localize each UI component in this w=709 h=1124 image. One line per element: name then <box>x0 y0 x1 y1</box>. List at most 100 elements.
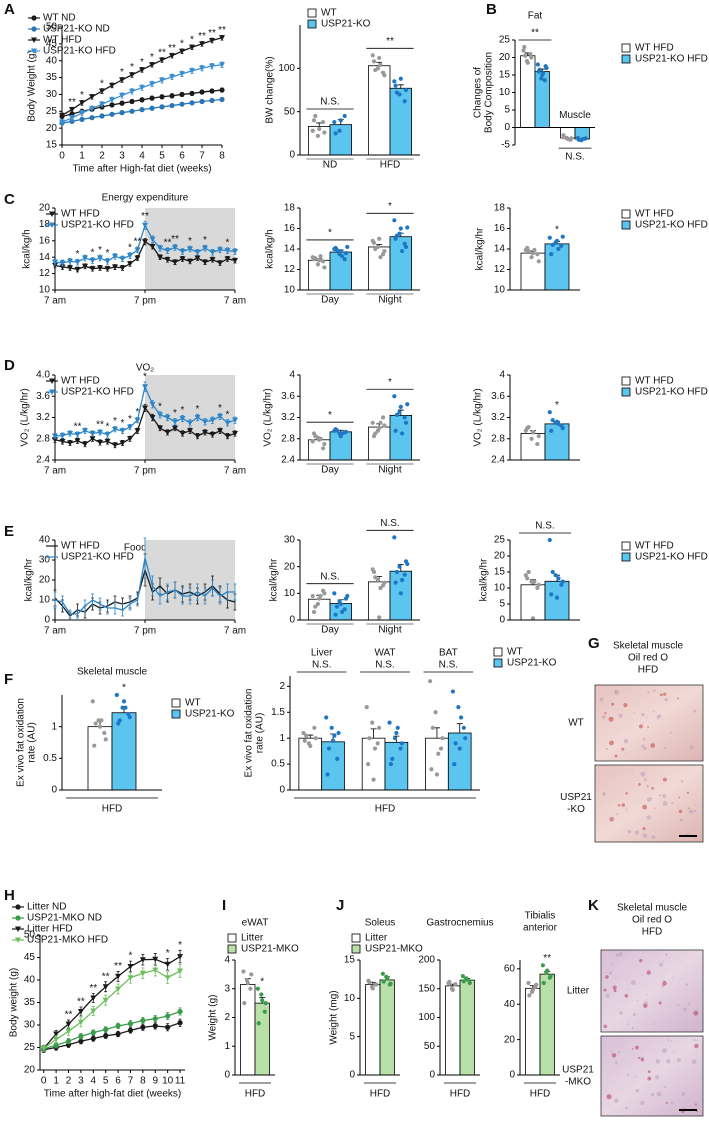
bar <box>459 979 475 1076</box>
point <box>74 267 81 273</box>
y-tick-label: 50 <box>424 1041 436 1052</box>
data-point <box>526 569 531 575</box>
data-point <box>562 135 567 140</box>
texture <box>653 807 656 809</box>
data-point <box>465 977 470 982</box>
point <box>177 954 184 960</box>
texture <box>615 690 617 693</box>
legend-label: USP21-KO <box>321 19 371 30</box>
significance: ** <box>171 234 179 245</box>
point <box>119 440 126 446</box>
data-point <box>523 573 528 578</box>
y-tick-label: 1 <box>51 721 57 732</box>
x-tick-label: 6 <box>115 1076 121 1087</box>
significance: N.S. <box>535 521 554 532</box>
data-point <box>392 79 397 84</box>
x-axis-label: Time after High-fat diet (weeks) <box>72 164 211 175</box>
point <box>112 264 118 271</box>
chart-title: Skeletal muscle <box>77 667 147 678</box>
data-point <box>310 128 315 133</box>
point <box>169 93 175 99</box>
data-point <box>322 591 327 596</box>
significance: N.S. <box>375 660 394 671</box>
x-tick-label: 5 <box>103 1076 109 1087</box>
data-point <box>387 720 392 725</box>
point <box>119 428 126 434</box>
y-tick-label: 35 <box>46 72 58 83</box>
y-tick-label: 1.5 <box>271 707 285 718</box>
point <box>159 57 165 64</box>
y-tick-label: 3.6 <box>281 391 295 402</box>
data-point <box>534 982 539 987</box>
panel-label: K <box>588 897 599 914</box>
point <box>77 1009 84 1015</box>
texture <box>642 804 648 810</box>
point <box>157 254 163 261</box>
night-shade <box>145 540 235 620</box>
error-bar <box>76 609 79 619</box>
significance: * <box>555 224 559 235</box>
significance: N.S. <box>565 152 584 163</box>
data-point <box>398 591 403 596</box>
point <box>103 1033 109 1039</box>
texture <box>663 692 667 696</box>
point <box>164 248 171 254</box>
error-bar <box>143 537 147 579</box>
panel-label: H <box>4 887 15 904</box>
texture <box>646 784 649 788</box>
data-point <box>580 137 585 142</box>
data-point <box>337 128 342 133</box>
point <box>172 425 178 432</box>
data-point <box>382 248 387 254</box>
x-tick-label: 7 <box>199 151 205 162</box>
data-point <box>248 986 253 991</box>
panel-label: J <box>336 897 344 914</box>
data-point <box>245 980 250 986</box>
data-point <box>535 252 540 257</box>
data-point <box>375 577 381 583</box>
y-tick-label: 20 <box>284 561 296 572</box>
y-tick-label: 14 <box>494 244 506 255</box>
data-point <box>320 446 326 451</box>
x-tick-label: 2 <box>99 151 105 162</box>
data-point <box>554 595 560 600</box>
texture <box>650 743 655 748</box>
y-tick-label: 0 <box>504 122 510 133</box>
data-point <box>399 577 405 583</box>
data-point <box>377 55 382 61</box>
data-point <box>380 971 385 976</box>
data-point <box>550 418 555 423</box>
legend-label: WT HFD <box>43 35 82 46</box>
point <box>179 416 186 422</box>
point <box>149 415 156 421</box>
texture <box>657 714 662 719</box>
significance: ** <box>386 36 394 47</box>
data-point <box>378 255 383 260</box>
point <box>194 255 201 262</box>
significance: * <box>328 228 332 239</box>
data-point <box>430 725 435 730</box>
point <box>90 995 97 1001</box>
data-point <box>529 55 534 60</box>
texture <box>686 791 689 794</box>
legend-label: WT <box>321 8 337 19</box>
significance: ** <box>77 997 85 1008</box>
data-point <box>397 564 402 569</box>
point <box>232 248 238 255</box>
y-tick-label: 25 <box>499 35 511 46</box>
point <box>127 261 133 267</box>
y-tick-label: 0 <box>509 1070 515 1081</box>
legend-label: USP21-KO ND <box>43 24 110 35</box>
y-tick-label: 40 <box>46 55 58 66</box>
point <box>77 1019 84 1026</box>
texture <box>642 833 648 839</box>
point <box>172 259 178 266</box>
significance: * <box>190 35 194 46</box>
legend-swatch <box>493 647 503 657</box>
significance: * <box>173 408 177 419</box>
data-point <box>335 756 340 762</box>
data-point <box>313 604 318 609</box>
x-tick-label: 8 <box>140 1076 146 1087</box>
data-point <box>338 118 343 123</box>
y-tick-label: 20 <box>39 203 51 214</box>
